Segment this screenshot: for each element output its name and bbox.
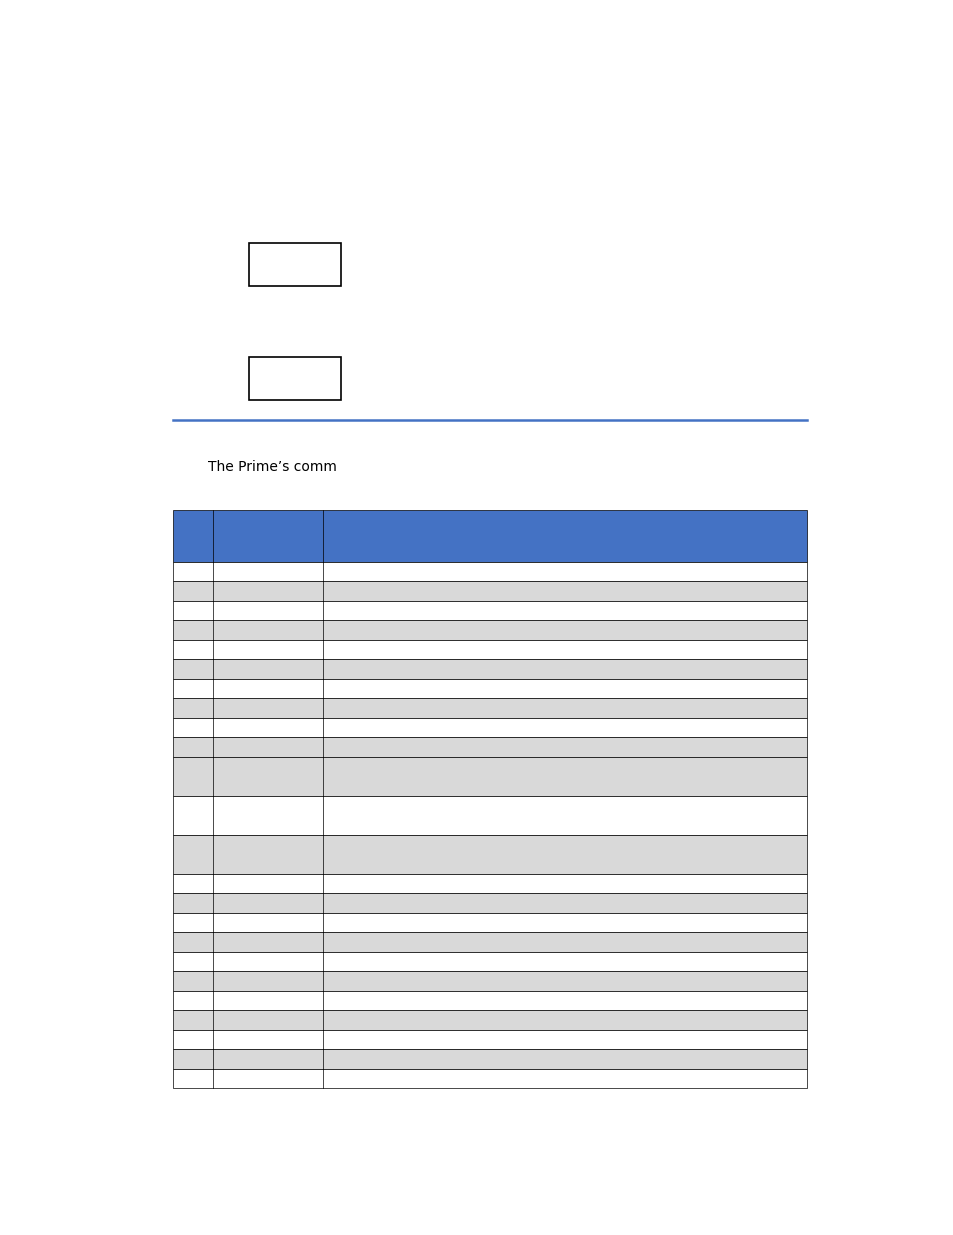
Bar [173,874,806,893]
Bar [249,243,341,287]
Bar [173,990,806,1010]
Bar [173,1010,806,1030]
Bar [173,835,806,874]
Bar [173,737,806,757]
Bar [249,357,341,400]
Bar [173,913,806,932]
Bar [173,795,806,835]
Bar [173,698,806,718]
Bar [173,893,806,913]
Bar [173,971,806,990]
Bar [173,952,806,971]
Bar [173,679,806,698]
Bar [173,1050,806,1068]
Bar [173,1030,806,1050]
Bar [173,640,806,659]
Bar [173,620,806,640]
Bar [173,1068,806,1088]
Text: The Prime’s comm: The Prime’s comm [208,461,336,474]
Bar [173,932,806,952]
Bar [173,718,806,737]
Bar [173,582,806,601]
Bar [173,659,806,679]
Bar [173,510,806,562]
Bar [173,562,806,582]
Bar [173,757,806,795]
Bar [173,601,806,620]
